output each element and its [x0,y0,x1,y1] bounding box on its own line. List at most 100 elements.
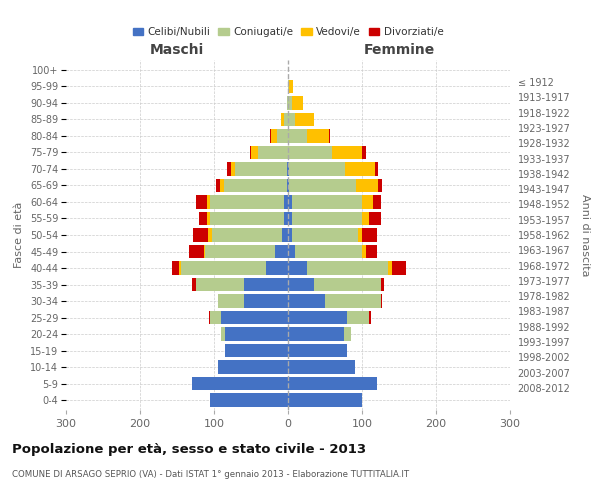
Bar [362,212,370,226]
Bar [205,244,275,258]
Bar [358,228,362,242]
Bar [347,311,370,324]
Bar [289,162,345,175]
Y-axis label: Fasce di età: Fasce di età [14,202,25,268]
Bar [196,195,206,209]
Text: Femmine: Femmine [364,42,434,56]
Text: Popolazione per età, sesso e stato civile - 2013: Popolazione per età, sesso e stato civil… [12,442,366,456]
Bar [203,244,205,258]
Bar [343,328,351,341]
Bar [288,294,325,308]
Bar [370,311,371,324]
Bar [295,244,362,258]
Bar [380,278,384,291]
Bar [392,261,406,275]
Bar [288,112,295,126]
Bar [289,80,293,93]
Bar [216,178,220,192]
Bar [288,244,295,258]
Bar [288,96,292,110]
Bar [206,212,210,226]
Bar [251,146,259,159]
Bar [288,195,292,209]
Bar [380,294,382,308]
Bar [221,328,225,341]
Bar [224,178,287,192]
Bar [218,360,288,374]
Bar [287,96,288,110]
Bar [356,178,378,192]
Bar [284,195,288,209]
Bar [287,178,288,192]
Bar [292,212,362,226]
Bar [192,377,288,390]
Bar [225,328,288,341]
Bar [288,278,314,291]
Bar [288,360,355,374]
Bar [332,146,362,159]
Bar [210,311,221,324]
Bar [329,129,330,142]
Bar [284,212,288,226]
Bar [172,261,179,275]
Bar [288,129,307,142]
Bar [362,146,366,159]
Bar [284,112,288,126]
Bar [235,162,287,175]
Bar [277,129,288,142]
Bar [269,129,271,142]
Bar [212,228,282,242]
Bar [288,344,347,358]
Bar [266,261,288,275]
Bar [292,195,362,209]
Text: Maschi: Maschi [150,42,204,56]
Bar [362,195,373,209]
Bar [292,228,358,242]
Bar [307,261,388,275]
Bar [289,178,356,192]
Legend: Celibi/Nubili, Coniugati/e, Vedovi/e, Divorziati/e: Celibi/Nubili, Coniugati/e, Vedovi/e, Di… [128,23,448,42]
Bar [288,377,377,390]
Bar [282,228,288,242]
Bar [362,228,377,242]
Bar [288,212,292,226]
Bar [192,278,196,291]
Bar [373,195,380,209]
Bar [227,162,231,175]
Bar [288,328,343,341]
Bar [370,212,380,226]
Bar [288,311,347,324]
Bar [225,344,288,358]
Bar [208,228,212,242]
Bar [288,261,307,275]
Bar [325,294,380,308]
Bar [199,212,206,226]
Bar [288,228,292,242]
Bar [288,80,289,93]
Bar [211,212,284,226]
Bar [287,162,288,175]
Bar [345,162,374,175]
Bar [307,129,329,142]
Bar [281,112,284,126]
Bar [288,162,289,175]
Bar [250,146,251,159]
Bar [179,261,181,275]
Bar [244,278,288,291]
Bar [378,178,382,192]
Bar [259,146,288,159]
Bar [288,146,332,159]
Bar [275,244,288,258]
Y-axis label: Anni di nascita: Anni di nascita [580,194,590,276]
Bar [221,311,288,324]
Bar [206,195,210,209]
Bar [271,129,277,142]
Bar [295,112,314,126]
Bar [288,178,289,192]
Bar [196,278,244,291]
Bar [231,162,235,175]
Bar [374,162,378,175]
Bar [193,228,208,242]
Bar [210,394,288,407]
Bar [292,96,303,110]
